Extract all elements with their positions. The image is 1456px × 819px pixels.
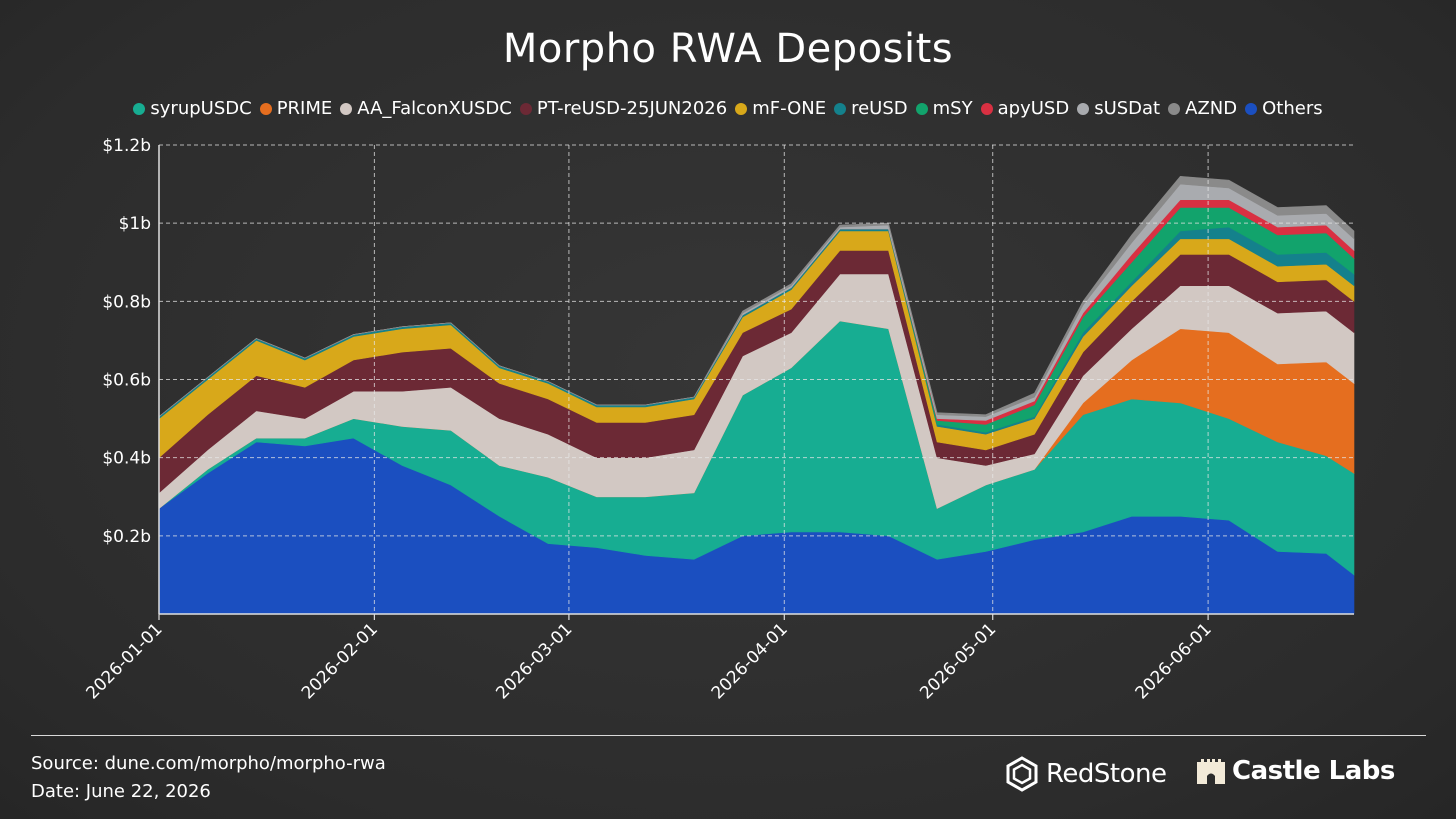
legend-item: mF-ONE: [735, 98, 826, 119]
legend-label: syrupUSDC: [150, 98, 252, 119]
legend-item: PRIME: [259, 98, 333, 119]
legend-swatch: [340, 102, 353, 115]
legend-item: Others: [1245, 98, 1323, 119]
redstone-hexagon-icon: [1006, 756, 1038, 792]
y-tick-label: $1b: [119, 214, 151, 234]
source-text: Source: dune.com/morpho/morpho-rwa: [31, 753, 386, 774]
x-tick-label: 2026-05-01: [916, 619, 1000, 703]
y-tick-label: $0.6b: [102, 371, 151, 391]
legend-swatch: [735, 102, 748, 115]
legend-item: AZND: [1168, 98, 1237, 119]
legend-label: reUSD: [851, 98, 908, 119]
chart-legend: syrupUSDC PRIME AA_FalconXUSDC PT-reUSD-25J…: [0, 98, 1456, 119]
legend-swatch: [1077, 102, 1090, 115]
date-text: Date: June 22, 2026: [31, 781, 211, 802]
legend-item: reUSD: [834, 98, 908, 119]
legend-swatch: [133, 102, 146, 115]
legend-swatch: [915, 102, 928, 115]
chart-title: Morpho RWA Deposits: [502, 26, 954, 72]
legend-item: syrupUSDC: [133, 98, 252, 119]
legend-label: mSY: [932, 98, 973, 119]
footer-divider: [31, 735, 1426, 736]
y-tick-label: $0.2b: [102, 527, 151, 547]
legend-item: PT-reUSD-25JUN2026: [519, 98, 728, 119]
legend-label: Others: [1262, 98, 1323, 119]
legend-label: mF-ONE: [752, 98, 827, 119]
legend-label: PT-reUSD-25JUN2026: [536, 98, 728, 119]
y-tick-label: $1.2b: [102, 136, 151, 156]
legend-swatch: [834, 102, 847, 115]
legend-label: sUSDat: [1094, 98, 1161, 119]
x-tick-label: 2026-03-01: [492, 619, 576, 703]
legend-item: AA_FalconXUSDC: [340, 98, 512, 119]
legend-swatch: [1245, 102, 1258, 115]
legend-swatch: [259, 102, 272, 115]
castle-labs-name: Castle Labs: [1232, 756, 1395, 786]
legend-swatch: [1168, 102, 1181, 115]
legend-label: PRIME: [276, 98, 333, 119]
x-tick-label: 2026-06-01: [1132, 619, 1216, 703]
redstone-logo: RedStone: [1004, 756, 1167, 792]
legend-label: AA_FalconXUSDC: [357, 98, 512, 119]
legend-label: AZND: [1185, 98, 1238, 119]
legend-swatch: [980, 102, 993, 115]
redstone-name: RedStone: [1046, 759, 1167, 789]
legend-item: apyUSD: [980, 98, 1070, 119]
area-series: [158, 175, 1355, 417]
legend-item: mSY: [915, 98, 973, 119]
legend-item: sUSDat: [1077, 98, 1160, 119]
legend-swatch: [519, 102, 532, 115]
x-tick-label: 2026-01-01: [83, 619, 167, 703]
legend-label: apyUSD: [997, 98, 1070, 119]
x-tick-label: 2026-04-01: [708, 619, 792, 703]
chart-canvas: $0.2b $0.4b $0.6b $0.8b $1b $1.2b 2026-01-01 20…: [83, 136, 1355, 703]
y-tick-label: $0.4b: [102, 449, 151, 469]
castle-labs-logo: Castle Labs: [1196, 756, 1395, 786]
x-tick-label: 2026-02-01: [298, 619, 382, 703]
castle-icon: [1197, 759, 1225, 784]
y-tick-label: $0.8b: [102, 292, 151, 312]
